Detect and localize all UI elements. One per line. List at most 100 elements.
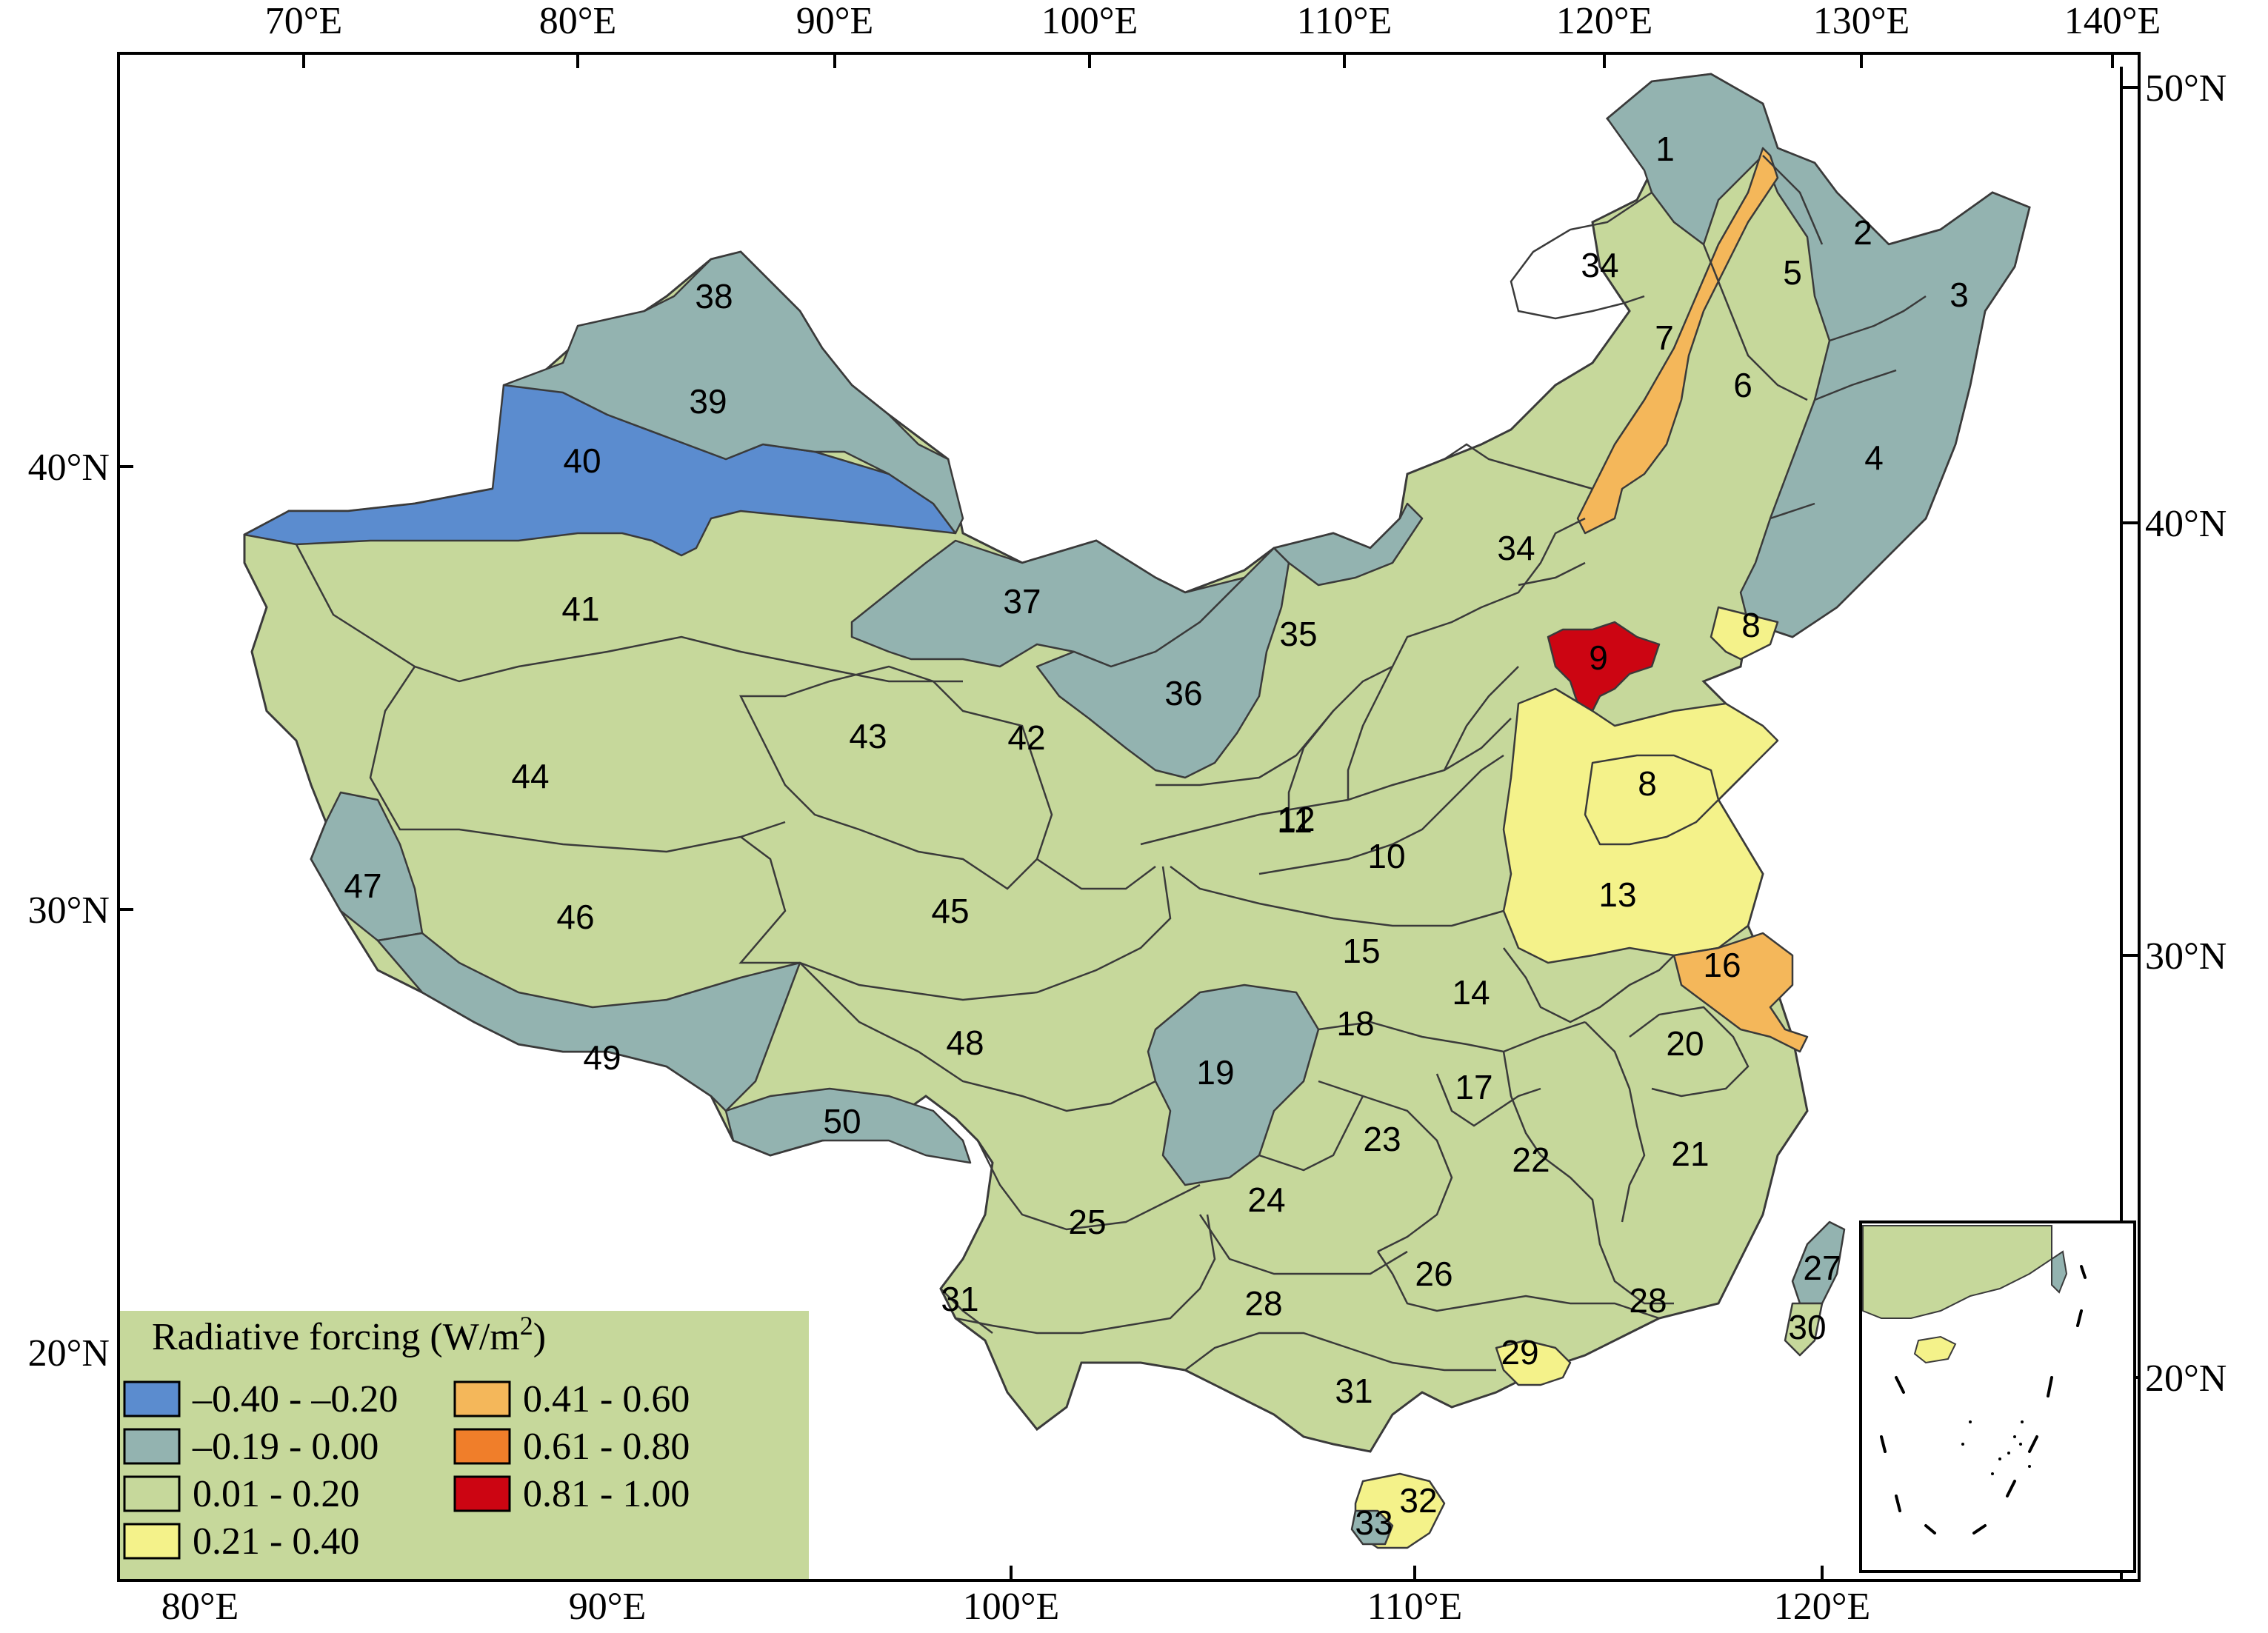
region-50-area	[724, 1087, 972, 1164]
region-label: 23	[1363, 1120, 1401, 1158]
right-latitude-label: 30°N	[2145, 935, 2227, 978]
region-8-area	[1584, 754, 1720, 846]
axis-layer: 70°E 80°E 90°E 100°E 110°E 120°E 130°E 140°E 80°…	[28, 0, 2227, 1628]
region-label: 44	[511, 757, 549, 795]
region-label: 3	[1950, 275, 1969, 314]
region-label: 1	[1655, 130, 1675, 168]
left-latitude-label: 40°N	[28, 447, 110, 489]
region-label: 4	[1864, 438, 1884, 477]
top-longitude-label: 120°E	[1556, 0, 1653, 42]
region-35-strip	[1273, 502, 1424, 587]
region-38-39-area	[502, 250, 964, 535]
region-label: 12	[1277, 800, 1315, 838]
bottom-longitude-label: 120°E	[1774, 1586, 1871, 1628]
region-label: 6	[1733, 366, 1752, 404]
region-label: 49	[583, 1038, 621, 1077]
south-china-sea-inset	[1859, 1220, 2136, 1573]
legend-swatch	[453, 1428, 511, 1465]
region-label: 9	[1589, 638, 1608, 677]
top-longitude-label: 130°E	[1813, 0, 1910, 42]
legend-swatch	[453, 1475, 511, 1512]
region-label: 27	[1803, 1249, 1841, 1287]
legend: Radiative forcing (W/m2) –0.40 - –0.20 –0.…	[120, 1311, 809, 1579]
legend-item-label: –0.40 - –0.20	[192, 1378, 398, 1420]
region-label: 48	[946, 1023, 984, 1062]
bottom-longitude-label: 100°E	[963, 1586, 1060, 1628]
top-longitude-label: 80°E	[539, 0, 617, 42]
region-7-area	[1576, 147, 1779, 535]
region-49-area	[376, 932, 801, 1112]
internal-boundaries	[295, 155, 1927, 1372]
region-label: 10	[1367, 837, 1405, 875]
legend-item-label: 0.01 - 0.20	[193, 1473, 359, 1515]
legend-item-label: –0.19 - 0.00	[192, 1426, 378, 1468]
legend-title: Radiative forcing (W/m2)	[152, 1311, 546, 1358]
top-longitude-label: 110°E	[1297, 0, 1393, 42]
region-label: 45	[931, 892, 969, 930]
region-label: 28	[1244, 1284, 1282, 1323]
right-latitude-label: 40°N	[2145, 503, 2227, 545]
region-1-5-area	[1606, 73, 2031, 638]
left-latitude-label: 30°N	[28, 889, 110, 932]
legend-item-label: 0.61 - 0.80	[523, 1426, 690, 1468]
region-label: 18	[1336, 1004, 1374, 1043]
region-label: 40	[563, 441, 601, 480]
region-27-area	[1791, 1220, 1846, 1305]
region-label: 2	[1853, 213, 1872, 252]
legend-swatch	[123, 1475, 181, 1512]
region-label: 7	[1655, 318, 1674, 357]
region-label: 31	[1335, 1372, 1373, 1410]
region-label: 16	[1703, 946, 1741, 984]
region-label: 46	[556, 898, 594, 936]
region-label: 14	[1452, 973, 1490, 1012]
region-label: 17	[1455, 1068, 1492, 1106]
region-label: 39	[689, 382, 727, 421]
region-33-area	[1350, 1509, 1394, 1546]
region-label: 19	[1196, 1053, 1234, 1092]
region-label: 20	[1666, 1024, 1704, 1063]
region-label: 8	[1741, 606, 1761, 644]
region-label: 15	[1342, 932, 1380, 970]
region-label: 35	[1279, 615, 1317, 653]
region-label: 34	[1497, 529, 1535, 567]
region-label: 26	[1415, 1255, 1452, 1293]
region-label: 8	[1638, 764, 1657, 803]
legend-swatch	[123, 1380, 181, 1417]
region-label: 24	[1247, 1180, 1285, 1219]
bottom-longitude-label: 110°E	[1367, 1586, 1463, 1628]
region-16-area	[1672, 932, 1809, 1053]
right-latitude-label: 20°N	[2145, 1358, 2227, 1400]
region-label: 36	[1164, 674, 1202, 712]
bottom-longitude-label: 80°E	[161, 1586, 239, 1628]
region-label: 43	[849, 717, 887, 755]
region-label: 34	[1581, 246, 1618, 284]
top-longitude-label: 90°E	[796, 0, 874, 42]
region-label: 29	[1501, 1333, 1538, 1372]
region-label: 5	[1783, 253, 1802, 292]
legend-item-label: 0.41 - 0.60	[523, 1378, 690, 1420]
right-latitude-label: 50°N	[2145, 67, 2227, 110]
bottom-longitude-label: 90°E	[569, 1586, 647, 1628]
region-label: 28	[1629, 1281, 1667, 1320]
region-label: 13	[1598, 875, 1636, 914]
region-label: 42	[1007, 718, 1045, 757]
legend-item-label: 0.21 - 0.40	[193, 1520, 359, 1563]
region-label: 41	[561, 590, 599, 628]
legend-swatch	[453, 1380, 511, 1417]
top-longitude-label: 70°E	[265, 0, 343, 42]
region-9-area	[1547, 621, 1661, 712]
region-label: 30	[1788, 1308, 1826, 1346]
region-label: 11	[1277, 801, 1313, 840]
region-8-liaodong	[1710, 606, 1779, 661]
region-label: 32	[1399, 1481, 1437, 1520]
left-latitude-label: 20°N	[28, 1332, 110, 1375]
legend-item-label: 0.81 - 1.00	[523, 1473, 690, 1515]
region-label: 37	[1003, 582, 1041, 621]
legend-swatch	[123, 1523, 181, 1560]
region-label: 33	[1355, 1503, 1393, 1542]
region-label: 31	[941, 1280, 978, 1318]
region-label: 50	[823, 1102, 861, 1141]
region-label: 47	[344, 866, 381, 905]
